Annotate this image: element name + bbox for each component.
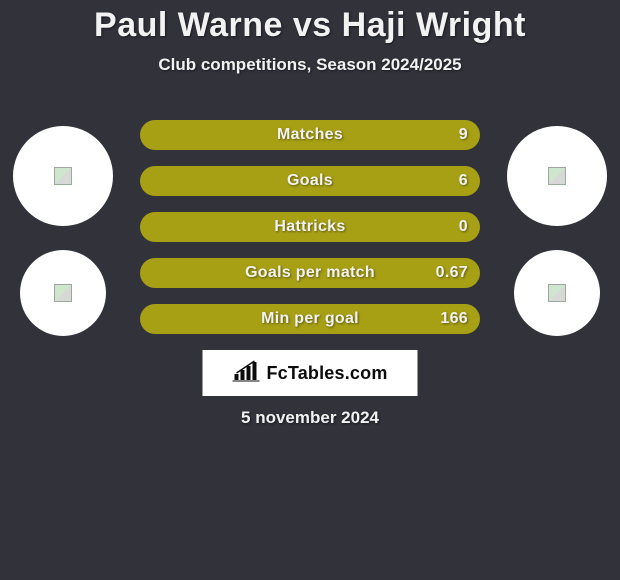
broken-image-icon	[54, 167, 72, 185]
bar-value: 166	[440, 304, 468, 334]
subtitle: Club competitions, Season 2024/2025	[0, 55, 620, 75]
club-1-avatar	[20, 250, 106, 336]
bar-goals-per-match: Goals per match 0.67	[140, 258, 480, 288]
bar-label: Min per goal	[261, 304, 359, 334]
bar-label: Matches	[277, 120, 343, 150]
avatars-left	[8, 120, 118, 354]
brand-text: FcTables.com	[266, 363, 387, 384]
bar-value: 6	[459, 166, 468, 196]
broken-image-icon	[548, 284, 566, 302]
bar-value: 9	[459, 120, 468, 150]
date-label: 5 november 2024	[0, 408, 620, 428]
bar-min-per-goal: Min per goal 166	[140, 304, 480, 334]
brand-badge: FcTables.com	[203, 350, 418, 396]
player-2-avatar	[507, 126, 607, 226]
bar-value: 0	[459, 212, 468, 242]
broken-image-icon	[54, 284, 72, 302]
bar-value: 0.67	[436, 258, 468, 288]
title-player2: Haji Wright	[332, 6, 526, 44]
bar-label: Goals	[287, 166, 333, 196]
comparison-card: Paul Warne vs Haji Wright Club competiti…	[0, 0, 620, 580]
bar-matches: Matches 9	[140, 120, 480, 150]
broken-image-icon	[548, 167, 566, 185]
bar-goals: Goals 6	[140, 166, 480, 196]
player-1-avatar	[13, 126, 113, 226]
bar-chart-icon	[232, 360, 260, 387]
club-2-avatar	[514, 250, 600, 336]
bar-label: Goals per match	[245, 258, 375, 288]
bar-hattricks: Hattricks 0	[140, 212, 480, 242]
title-player1: Paul Warne	[94, 6, 293, 44]
bar-label: Hattricks	[274, 212, 345, 242]
stat-bars: Matches 9 Goals 6 Hattricks 0 Goals per …	[140, 120, 480, 350]
avatars-right	[502, 120, 612, 354]
title-vs: vs	[293, 6, 332, 44]
page-title: Paul Warne vs Haji Wright	[0, 0, 620, 45]
